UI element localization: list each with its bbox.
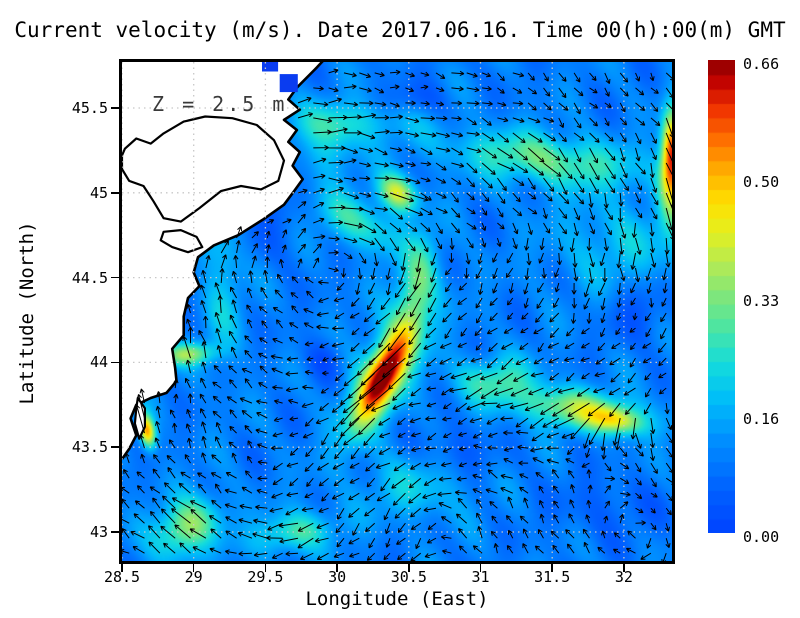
x-tick-label: 30 <box>328 568 347 586</box>
x-tick-label: 29 <box>184 568 203 586</box>
x-tick-mark <box>408 564 410 572</box>
x-tick-label: 29.5 <box>247 568 284 586</box>
y-tick-label: 43 <box>89 523 108 541</box>
gridlines <box>122 62 672 561</box>
y-tick-label: 45.5 <box>71 99 108 117</box>
y-tick-mark <box>111 446 119 449</box>
x-tick-mark <box>623 564 625 572</box>
colorbar-tick-label: 0.33 <box>743 291 780 310</box>
x-tick-mark <box>264 564 267 572</box>
x-tick-mark <box>121 564 123 572</box>
y-tick-mark <box>111 361 119 364</box>
y-axis-title: Latitude (North) <box>16 221 38 405</box>
depth-annotation: Z = 2.5 m <box>152 92 288 116</box>
colorbar-tick-label: 0.66 <box>743 55 780 73</box>
figure-title: Current velocity (m/s). Date 2017.06.16.… <box>14 18 786 42</box>
x-tick-mark <box>551 564 553 572</box>
y-tick-label: 44 <box>89 353 108 372</box>
colorbar-tick-label: 0.50 <box>743 173 780 192</box>
river-mouth-cell <box>279 74 298 93</box>
river-mouth-cell <box>262 62 279 72</box>
x-tick-mark <box>192 564 195 572</box>
x-tick-label: 31 <box>471 568 490 586</box>
y-tick-label: 43.5 <box>71 438 108 457</box>
coastline <box>122 62 324 460</box>
colorbar-tick-label: 0.16 <box>743 409 780 428</box>
x-axis-title: Longitude (East) <box>305 588 489 610</box>
current-vector-arrows <box>122 68 672 561</box>
y-tick-label: 44.5 <box>71 268 108 287</box>
x-tick-label: 30.5 <box>390 568 427 586</box>
y-tick-mark <box>111 192 119 194</box>
x-tick-label: 28.5 <box>103 568 141 586</box>
lagoon-outline <box>159 229 204 254</box>
y-tick-mark <box>111 531 119 533</box>
x-tick-label: 31.5 <box>534 568 571 586</box>
x-tick-label: 32 <box>614 568 633 586</box>
map-overlay <box>122 62 672 561</box>
x-tick-mark <box>336 564 338 572</box>
colorbar-tick-label: 0.00 <box>743 528 780 546</box>
colorbar <box>708 60 735 533</box>
y-tick-label: 45 <box>89 183 108 202</box>
x-tick-mark <box>479 564 482 572</box>
y-tick-mark <box>111 276 119 279</box>
y-tick-mark <box>111 107 119 109</box>
lagoon-outline <box>122 115 286 223</box>
